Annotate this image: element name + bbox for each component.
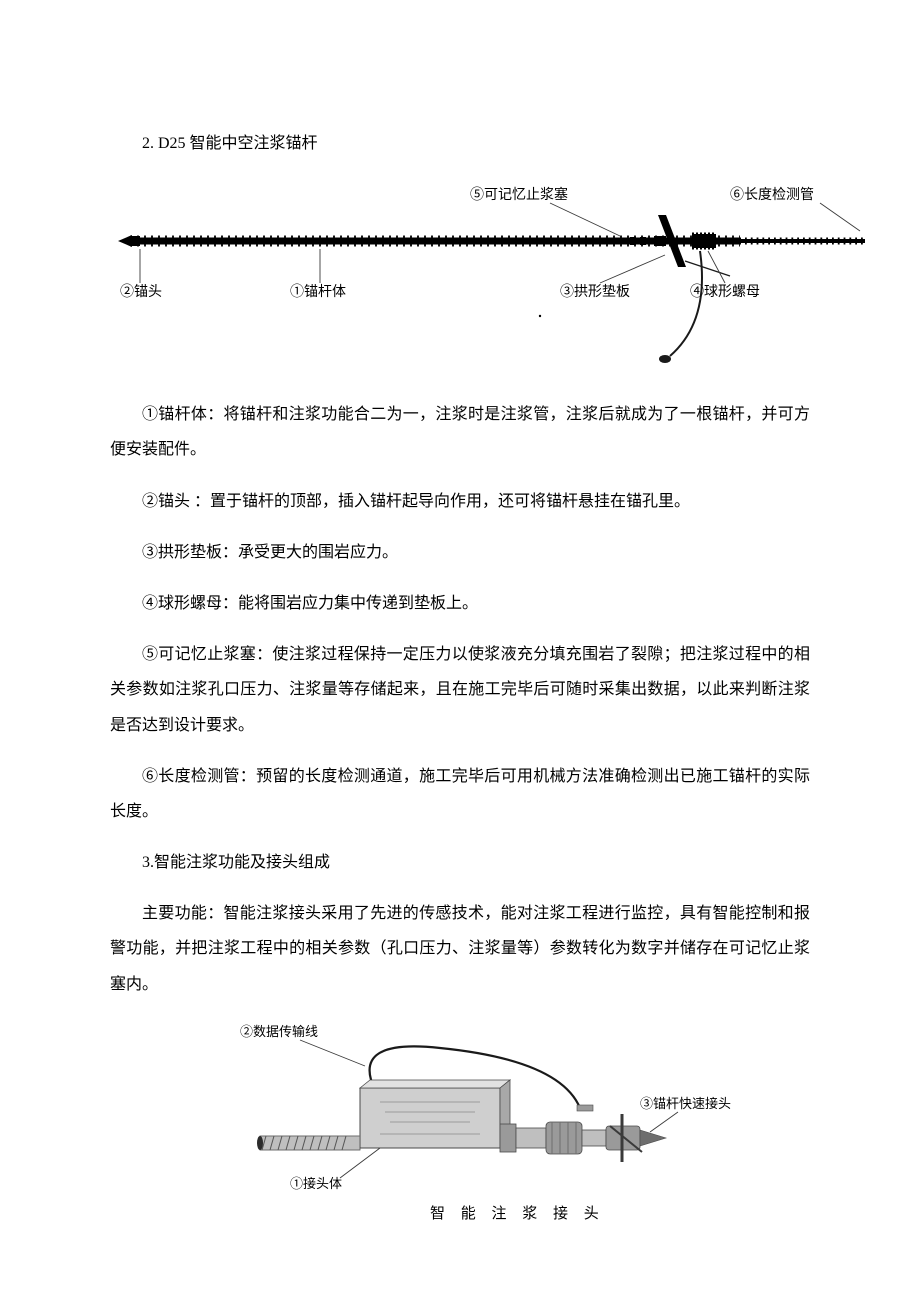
spherical-nut (692, 234, 716, 248)
label-spherical-nut: ④球形螺母 (690, 284, 760, 300)
label-arched-plate: ③拱形垫板 (560, 284, 630, 300)
grouting-connector-svg: ②数据传输线 (180, 1018, 740, 1228)
label-length-tube: ⑥长度检测管 (730, 187, 814, 203)
anchor-head (118, 235, 132, 247)
memory-plug-shape-2 (640, 237, 646, 245)
section-heading: 2. D25 智能中空注浆锚杆 (110, 126, 810, 161)
leader-cable (300, 1040, 365, 1066)
paragraph-rod-body: ①锚杆体：将锚杆和注浆功能合二为一，注浆时是注浆管，注浆后就成为了一根锚杆，并可… (110, 397, 810, 467)
paragraph-spherical-nut: ④球形螺母：能将围岩应力集中传递到垫板上。 (110, 586, 810, 621)
label-memory-plug: ⑤可记忆止浆塞 (470, 186, 568, 203)
anchor-rod-svg: ⑤可记忆止浆塞 ⑥长度检测管 (110, 181, 870, 381)
dot-artifact (539, 315, 541, 317)
connector-box (360, 1080, 510, 1148)
label-connector-body: ①接头体 (290, 1176, 342, 1191)
document-page: 2. D25 智能中空注浆锚杆 ⑤可记忆止浆塞 ⑥长度检测管 (0, 0, 920, 1293)
leader-plate (600, 255, 665, 283)
offshoot-wire (685, 261, 730, 276)
leader-body (340, 1148, 380, 1178)
label-anchor-head: ②锚头 (120, 284, 162, 300)
paragraph-length-tube: ⑥长度检测管：预留的长度检测通道，施工完毕后可用机械方法准确检测出已施工锚杆的实… (110, 759, 810, 829)
memory-plug-shape (630, 237, 636, 245)
diagram2-title: 智 能 注 浆 接 头 (430, 1204, 605, 1222)
leader-quick (650, 1112, 678, 1132)
leader-plug (550, 203, 620, 236)
subsection-heading: 3.智能注浆功能及接头组成 (110, 845, 810, 880)
leader-tube (820, 203, 860, 231)
cable-tip (577, 1105, 593, 1111)
paragraph-anchor-head: ②锚头 ：置于锚杆的顶部，插入锚杆起导向作用，还可将锚杆悬挂在锚孔里。 (110, 484, 810, 519)
diagram-grouting-connector: ②数据传输线 (110, 1018, 810, 1233)
anchor-head-collar (130, 236, 140, 246)
cable-hanging (670, 251, 702, 356)
paragraph-function: 主要功能：智能注浆接头采用了先进的传感技术，能对注浆工程进行监控，具有智能控制和… (110, 896, 810, 1002)
leader-nut (708, 251, 725, 283)
label-data-cable: ②数据传输线 (240, 1024, 318, 1039)
paragraph-arched-plate: ③拱形垫板：承受更大的围岩应力。 (110, 535, 810, 570)
right-couplings (500, 1114, 666, 1162)
label-rod-body: ①锚杆体 (290, 284, 346, 300)
label-quick-connector: ③锚杆快速接头 (640, 1096, 731, 1111)
inlet-tube (257, 1136, 360, 1150)
cable-plug (659, 355, 671, 363)
paragraph-memory-plug: ⑤可记忆止浆塞：使注浆过程保持一定压力以使浆液充分填充围岩了裂隙；把注浆过程中的… (110, 637, 810, 743)
diagram-anchor-rod: ⑤可记忆止浆塞 ⑥长度检测管 (110, 181, 810, 381)
